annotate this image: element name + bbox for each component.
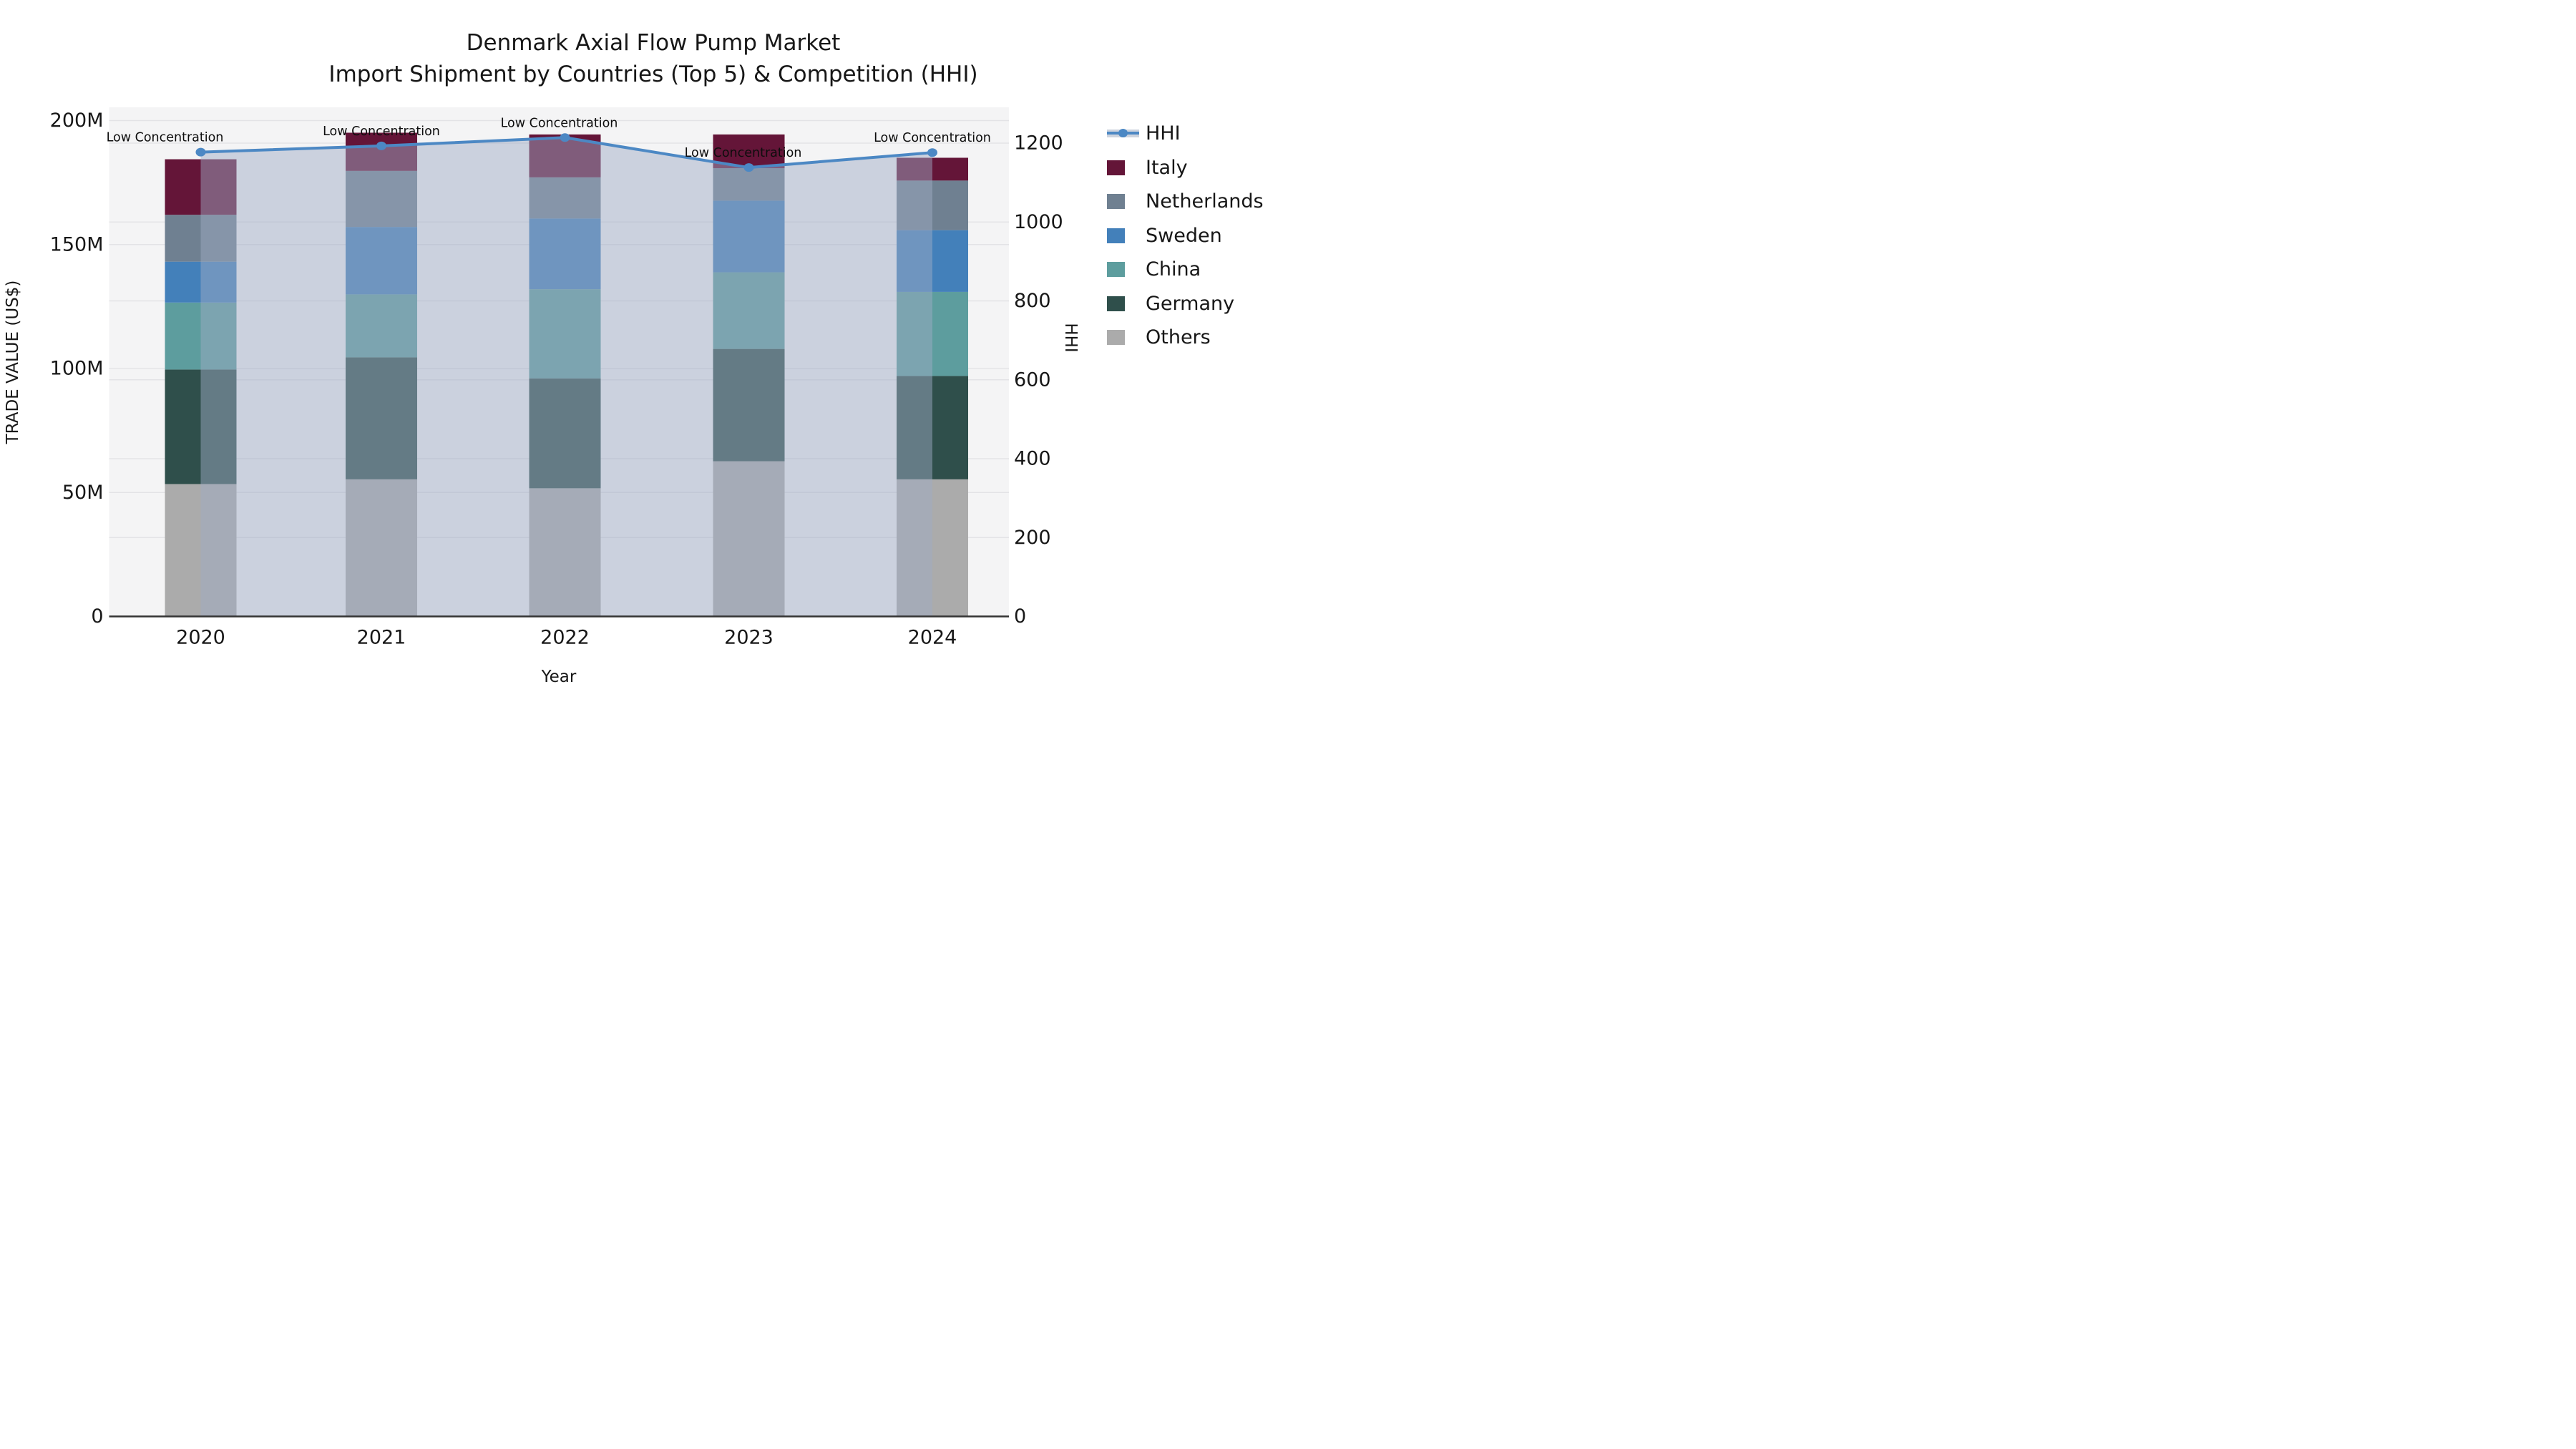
figure: Denmark Axial Flow Pump Market Import Sh… bbox=[0, 0, 1288, 725]
legend-item-netherlands: Netherlands bbox=[1107, 185, 1286, 219]
legend-swatch-italy bbox=[1107, 160, 1125, 175]
bar-segment-germany-2021 bbox=[346, 357, 417, 479]
bar-segment-sweden-2022 bbox=[529, 218, 601, 290]
right-tick-200: 200 bbox=[1014, 527, 1051, 549]
bar-segment-china-2021 bbox=[346, 294, 417, 358]
bar-segment-others-2021 bbox=[346, 479, 417, 617]
left-axis-title: TRADE VALUE (US$) bbox=[4, 280, 22, 445]
right-tick-800: 800 bbox=[1014, 290, 1051, 312]
bar-segment-others-2022 bbox=[529, 488, 601, 617]
bar-segment-netherlands-2020 bbox=[165, 215, 237, 262]
legend-item-italy: Italy bbox=[1107, 151, 1286, 185]
x-tick-2022: 2022 bbox=[540, 627, 590, 649]
legend-label-netherlands: Netherlands bbox=[1146, 190, 1264, 213]
x-tick-2024: 2024 bbox=[908, 627, 957, 649]
legend-swatch-germany bbox=[1107, 296, 1125, 311]
right-tick-1200: 1200 bbox=[1014, 132, 1063, 155]
x-tick-2021: 2021 bbox=[357, 627, 406, 649]
left-tick-50M: 50M bbox=[62, 482, 104, 504]
legend-swatch-china bbox=[1107, 262, 1125, 278]
hhi-marker-2023 bbox=[743, 163, 754, 172]
bar-segment-sweden-2023 bbox=[713, 200, 785, 273]
bar-segment-germany-2022 bbox=[529, 378, 601, 489]
hhi-line-swatch-icon bbox=[1107, 126, 1139, 141]
hhi-marker-2022 bbox=[560, 133, 570, 142]
chart-canvas: Low Concentration Low Concentration Low Co… bbox=[4, 107, 1080, 686]
x-tick-2023: 2023 bbox=[724, 627, 774, 649]
left-tick-0: 0 bbox=[91, 605, 103, 628]
chart-title-line1: Denmark Axial Flow Pump Market bbox=[466, 30, 841, 56]
legend-swatch-others bbox=[1107, 330, 1125, 346]
right-tick-1000: 1000 bbox=[1014, 211, 1063, 233]
bar-segment-germany-2023 bbox=[713, 348, 785, 462]
bar-segment-italy-2021 bbox=[346, 132, 417, 171]
bar-segment-china-2022 bbox=[529, 289, 601, 379]
bar-segment-netherlands-2022 bbox=[529, 177, 601, 219]
legend-hhi-dot bbox=[1118, 129, 1128, 138]
chart-title: Denmark Axial Flow Pump Market Import Sh… bbox=[19, 29, 1288, 92]
legend-swatch-netherlands bbox=[1107, 194, 1125, 210]
bar-segment-sweden-2024 bbox=[897, 230, 968, 292]
left-tick-200M: 200M bbox=[50, 109, 104, 132]
legend-label-sweden: Sweden bbox=[1146, 224, 1222, 247]
bar-segment-sweden-2021 bbox=[346, 227, 417, 295]
bar-segment-netherlands-2023 bbox=[713, 168, 785, 201]
hhi-area-fill bbox=[200, 137, 932, 617]
annotation-2023: Low Concentration bbox=[685, 146, 802, 160]
legend: HHI Italy Netherlands Sweden China Germany Oth… bbox=[1107, 117, 1286, 355]
bar-segment-china-2023 bbox=[713, 272, 785, 349]
left-tick-150M: 150M bbox=[50, 233, 104, 255]
bar-segment-germany-2020 bbox=[165, 369, 237, 484]
bar-segment-italy-2024 bbox=[897, 157, 968, 181]
legend-item-hhi: HHI bbox=[1107, 117, 1286, 151]
bar-segment-netherlands-2024 bbox=[897, 180, 968, 230]
annotation-2022: Low Concentration bbox=[501, 116, 618, 130]
legend-label-china: China bbox=[1146, 258, 1201, 281]
bar-segment-others-2024 bbox=[897, 479, 968, 617]
legend-item-sweden: Sweden bbox=[1107, 219, 1286, 253]
bar-segment-china-2024 bbox=[897, 291, 968, 376]
legend-item-germany: Germany bbox=[1107, 287, 1286, 321]
legend-item-china: China bbox=[1107, 253, 1286, 287]
x-tick-2020: 2020 bbox=[176, 627, 225, 649]
legend-item-others: Others bbox=[1107, 321, 1286, 355]
annotation-2021: Low Concentration bbox=[323, 125, 440, 139]
right-tick-400: 400 bbox=[1014, 448, 1051, 470]
bar-segment-china-2020 bbox=[165, 302, 237, 370]
hhi-marker-2021 bbox=[376, 141, 386, 150]
legend-swatch-sweden bbox=[1107, 228, 1125, 243]
hhi-marker-2024 bbox=[927, 148, 937, 157]
right-axis-title: HHI bbox=[1061, 323, 1080, 352]
legend-label-germany: Germany bbox=[1146, 292, 1235, 315]
x-axis-title: Year bbox=[541, 668, 577, 686]
legend-label-italy: Italy bbox=[1146, 156, 1188, 179]
legend-label-others: Others bbox=[1146, 326, 1211, 349]
bar-segment-netherlands-2021 bbox=[346, 170, 417, 228]
bar-segment-sweden-2020 bbox=[165, 261, 237, 303]
right-tick-0: 0 bbox=[1014, 605, 1026, 628]
bar-segment-others-2020 bbox=[165, 484, 237, 617]
annotation-2020: Low Concentration bbox=[107, 131, 224, 145]
annotation-2024: Low Concentration bbox=[874, 131, 991, 145]
left-tick-100M: 100M bbox=[50, 358, 104, 380]
hhi-marker-2020 bbox=[195, 147, 206, 157]
right-tick-600: 600 bbox=[1014, 369, 1051, 391]
chart-title-line2: Import Shipment by Countries (Top 5) & C… bbox=[328, 62, 978, 87]
bar-segment-germany-2024 bbox=[897, 376, 968, 479]
legend-label-hhi: HHI bbox=[1146, 122, 1181, 145]
bar-segment-others-2023 bbox=[713, 461, 785, 617]
bar-segment-italy-2020 bbox=[165, 159, 237, 215]
